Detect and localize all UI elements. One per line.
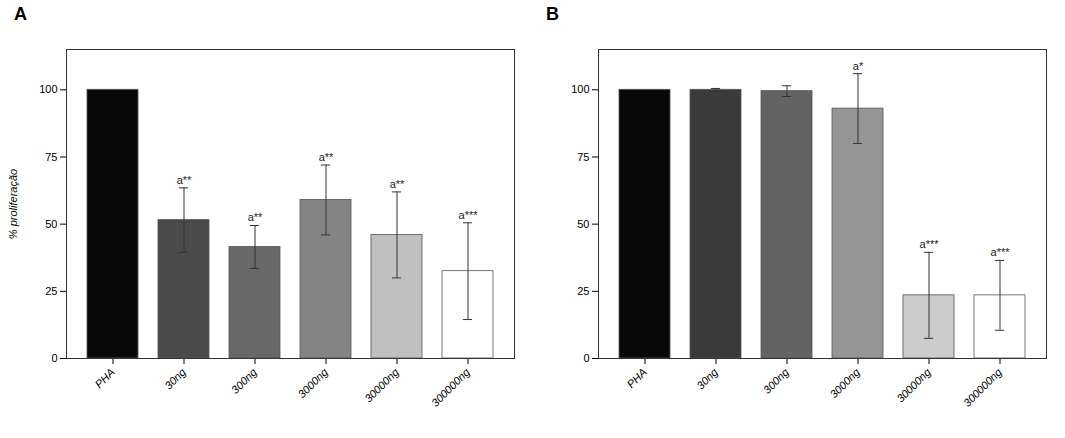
svg-text:PHA: PHA (92, 366, 116, 390)
svg-text:0: 0 (51, 352, 57, 364)
svg-text:% proliferação: % proliferação (7, 169, 19, 239)
svg-text:50: 50 (577, 218, 589, 230)
svg-text:25: 25 (45, 285, 57, 297)
svg-text:3000ng: 3000ng (827, 365, 862, 400)
svg-text:75: 75 (45, 150, 57, 162)
svg-text:30000ng: 30000ng (362, 365, 401, 404)
svg-text:a**: a** (177, 174, 192, 186)
svg-text:30ng: 30ng (694, 365, 720, 391)
svg-text:300ng: 300ng (229, 365, 260, 396)
svg-text:a*: a* (853, 60, 864, 72)
svg-text:25: 25 (577, 285, 589, 297)
svg-text:100: 100 (571, 83, 589, 95)
svg-text:300ng: 300ng (761, 365, 792, 396)
svg-text:30ng: 30ng (162, 365, 188, 391)
svg-text:50: 50 (45, 218, 57, 230)
svg-text:3000ng: 3000ng (295, 365, 330, 400)
svg-text:a**: a** (319, 151, 334, 163)
html-text:A: A (14, 4, 27, 24)
svg-text:75: 75 (577, 150, 589, 162)
svg-text:a***: a*** (459, 209, 479, 221)
svg-text:a**: a** (248, 211, 263, 223)
svg-text:a***: a*** (991, 246, 1011, 258)
svg-text:300000ng: 300000ng (961, 365, 1005, 409)
svg-text:a**: a** (390, 178, 405, 190)
svg-text:300000ng: 300000ng (429, 365, 473, 409)
svg-text:a***: a*** (920, 238, 940, 250)
svg-text:30000ng: 30000ng (894, 365, 933, 404)
html-text:B: B (546, 4, 559, 24)
svg-text:100: 100 (39, 83, 57, 95)
svg-text:0: 0 (583, 352, 589, 364)
svg-text:PHA: PHA (624, 366, 648, 390)
